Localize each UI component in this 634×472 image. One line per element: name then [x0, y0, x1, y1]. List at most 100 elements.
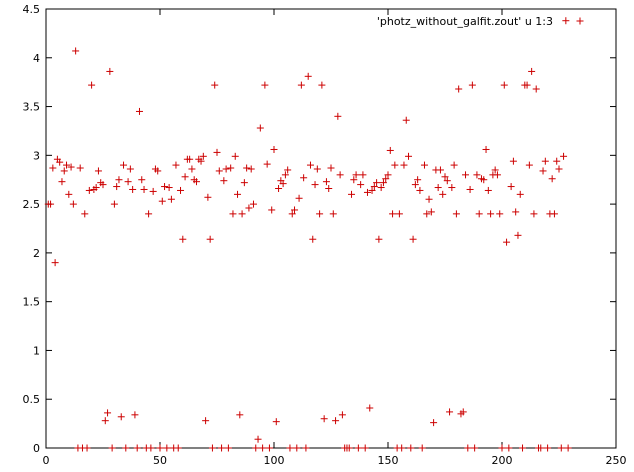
- legend-label: 'photz_without_galfit.zout' u 1:3: [377, 15, 553, 28]
- data-point: [395, 210, 403, 218]
- data-point: [391, 161, 399, 169]
- x-tick-label: 50: [153, 454, 167, 467]
- data-point: [480, 176, 488, 184]
- data-point: [427, 208, 435, 216]
- data-point: [519, 444, 527, 452]
- data-point: [557, 444, 565, 452]
- y-tick-label: 2.5: [23, 198, 41, 211]
- data-point: [140, 185, 148, 193]
- data-point: [482, 145, 490, 153]
- data-point: [99, 181, 107, 189]
- data-point: [158, 197, 166, 205]
- data-point: [81, 210, 89, 218]
- data-point: [354, 444, 362, 452]
- data-point: [208, 444, 216, 452]
- data-point: [386, 146, 394, 154]
- data-point: [229, 210, 237, 218]
- legend: 'photz_without_galfit.zout' u 1:3: [377, 15, 584, 28]
- data-point: [414, 176, 422, 184]
- data-point: [47, 200, 55, 208]
- data-point: [313, 165, 321, 173]
- data-point: [154, 167, 162, 175]
- data-point: [236, 411, 244, 419]
- data-point: [256, 124, 264, 132]
- data-point: [202, 417, 210, 425]
- data-point: [286, 444, 294, 452]
- data-point: [329, 210, 337, 218]
- data-point: [270, 145, 278, 153]
- data-point: [370, 183, 378, 191]
- data-point: [377, 184, 385, 192]
- data-point: [58, 178, 66, 186]
- data-point: [297, 81, 305, 89]
- data-point: [332, 417, 340, 425]
- data-point: [373, 179, 381, 187]
- data-point: [135, 107, 143, 115]
- data-point: [473, 171, 481, 179]
- data-point: [466, 185, 474, 193]
- data-point: [295, 194, 303, 202]
- data-point: [263, 160, 271, 168]
- data-point: [405, 152, 413, 160]
- data-point: [101, 417, 109, 425]
- data-point: [455, 85, 463, 93]
- data-point: [507, 183, 515, 191]
- data-point: [544, 444, 552, 452]
- data-point: [564, 444, 572, 452]
- data-point: [211, 81, 219, 89]
- data-point: [436, 166, 444, 174]
- data-point: [487, 210, 495, 218]
- data-point: [311, 181, 319, 189]
- data-point: [120, 161, 128, 169]
- data-point: [161, 183, 169, 191]
- x-tick-label: 200: [492, 454, 513, 467]
- data-point: [83, 444, 91, 452]
- data-point: [420, 161, 428, 169]
- data-point: [562, 17, 570, 25]
- data-point: [265, 444, 273, 452]
- data-point: [530, 210, 538, 218]
- data-point: [359, 171, 367, 179]
- data-point: [450, 161, 458, 169]
- data-point: [448, 184, 456, 192]
- data-point: [213, 148, 221, 156]
- data-point: [110, 200, 118, 208]
- data-point: [220, 177, 228, 185]
- data-point: [334, 112, 342, 120]
- data-point: [439, 190, 447, 198]
- data-point: [541, 157, 549, 165]
- data-point: [491, 166, 499, 174]
- data-point: [252, 444, 260, 452]
- legend-marker: [576, 17, 584, 25]
- data-point: [293, 444, 301, 452]
- data-point: [133, 444, 141, 452]
- data-point: [224, 444, 232, 452]
- data-point: [537, 444, 545, 452]
- data-point: [188, 165, 196, 173]
- data-point: [409, 235, 417, 243]
- data-point: [389, 210, 397, 218]
- data-point: [106, 67, 114, 75]
- data-point: [245, 204, 253, 212]
- data-point: [113, 183, 121, 191]
- data-point: [69, 200, 77, 208]
- data-point: [275, 185, 283, 193]
- data-point: [352, 171, 360, 179]
- data-point: [234, 190, 242, 198]
- y-tick-label: 3.5: [23, 101, 41, 114]
- data-point: [177, 186, 185, 194]
- data-point: [147, 444, 155, 452]
- data-point: [327, 164, 335, 172]
- data-point: [309, 235, 317, 243]
- x-tick-label: 250: [606, 454, 627, 467]
- data-point: [288, 210, 296, 218]
- data-point: [418, 444, 426, 452]
- data-point: [302, 444, 310, 452]
- data-point: [363, 188, 371, 196]
- data-point: [179, 235, 187, 243]
- data-point: [366, 404, 374, 412]
- data-point: [259, 444, 267, 452]
- data-point: [117, 413, 125, 421]
- data-point: [322, 178, 330, 186]
